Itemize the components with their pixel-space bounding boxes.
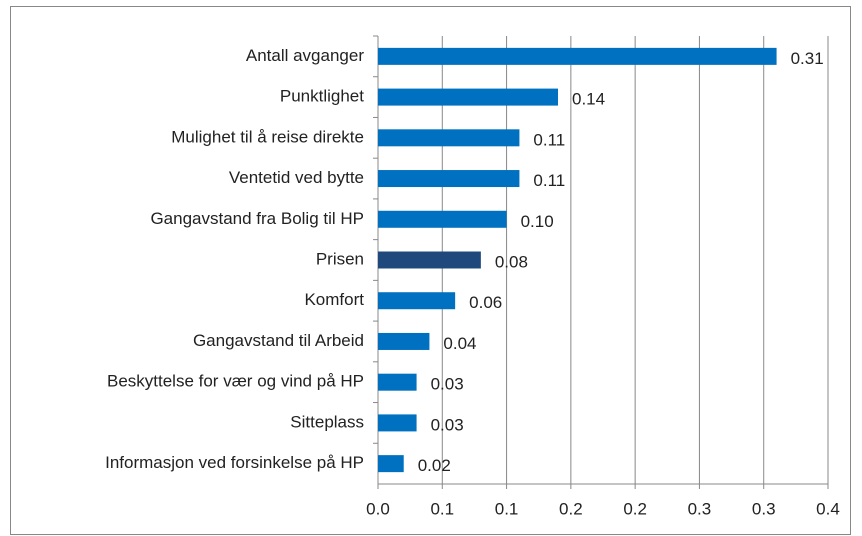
bar bbox=[378, 251, 481, 269]
y-tick-label: Komfort bbox=[304, 290, 364, 309]
data-label: 0.08 bbox=[495, 252, 528, 271]
bar bbox=[378, 170, 520, 188]
x-tick-label: 0.3 bbox=[752, 499, 776, 518]
x-tick-label: 0.4 bbox=[816, 499, 840, 518]
bar bbox=[378, 88, 558, 106]
y-tick-label: Sitteplass bbox=[290, 412, 364, 431]
y-tick-label: Prisen bbox=[316, 249, 364, 268]
x-tick-label: 0.2 bbox=[623, 499, 647, 518]
bar bbox=[378, 47, 777, 65]
y-tick-label: Informasjon ved forsinkelse på HP bbox=[105, 453, 364, 472]
data-label: 0.10 bbox=[521, 212, 554, 231]
x-tick-label: 0.2 bbox=[559, 499, 583, 518]
data-label: 0.03 bbox=[431, 415, 464, 434]
x-tick-label: 0.1 bbox=[430, 499, 454, 518]
y-tick-label: Mulighet til å reise direkte bbox=[171, 127, 364, 146]
y-tick-label: Gangavstand til Arbeid bbox=[193, 331, 364, 350]
data-label: 0.06 bbox=[469, 293, 502, 312]
data-label: 0.03 bbox=[431, 375, 464, 394]
bar bbox=[378, 292, 456, 310]
x-tick-label: 0.1 bbox=[495, 499, 519, 518]
y-tick-label: Ventetid ved bytte bbox=[229, 168, 364, 187]
y-tick-label: Beskyttelse for vær og vind på HP bbox=[107, 372, 364, 391]
x-tick-label: 0.3 bbox=[688, 499, 712, 518]
y-tick-label: Antall avganger bbox=[246, 46, 364, 65]
data-label: 0.14 bbox=[572, 90, 605, 109]
bar bbox=[378, 210, 507, 228]
data-label: 0.04 bbox=[443, 334, 476, 353]
bar bbox=[378, 414, 417, 432]
bar bbox=[378, 129, 520, 147]
bar bbox=[378, 373, 417, 391]
bar bbox=[378, 332, 430, 350]
data-label: 0.02 bbox=[418, 456, 451, 475]
y-tick-label: Gangavstand fra Bolig til HP bbox=[150, 209, 364, 228]
y-tick-label: Punktlighet bbox=[280, 87, 364, 106]
x-tick-label: 0.0 bbox=[366, 499, 390, 518]
data-label: 0.31 bbox=[791, 49, 824, 68]
bar bbox=[378, 455, 404, 473]
data-label: 0.11 bbox=[533, 171, 565, 190]
data-label: 0.11 bbox=[533, 130, 565, 149]
